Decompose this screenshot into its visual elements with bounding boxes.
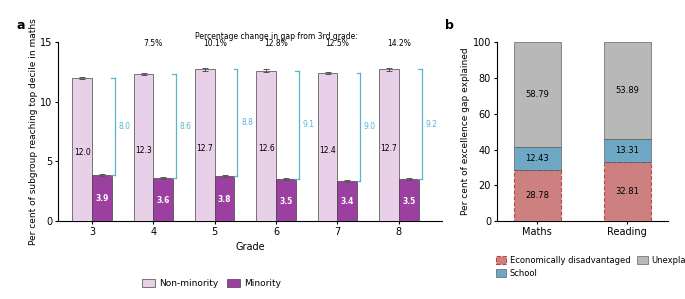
Text: 32.81: 32.81 (615, 187, 639, 196)
Text: 12.3: 12.3 (135, 146, 152, 155)
X-axis label: Grade: Grade (235, 242, 265, 252)
Text: 9.1: 9.1 (303, 120, 314, 129)
Bar (256, 71, 276, 221)
Text: 10.1%: 10.1% (203, 39, 227, 48)
Bar (318, 73, 338, 221)
Text: 8.8: 8.8 (241, 118, 253, 127)
Y-axis label: Per cent of excellence gap explained: Per cent of excellence gap explained (461, 48, 470, 215)
Bar (379, 69, 399, 221)
Text: 13.31: 13.31 (615, 146, 639, 155)
Bar (214, 176, 234, 221)
Bar (514, 170, 560, 221)
Text: 58.79: 58.79 (525, 90, 549, 99)
Bar (134, 74, 153, 221)
Text: 3.6: 3.6 (156, 196, 170, 205)
Bar (604, 138, 651, 162)
Text: 28.78: 28.78 (525, 191, 549, 200)
Text: 12.7: 12.7 (197, 144, 213, 153)
Bar (153, 178, 173, 221)
Text: 8.0: 8.0 (119, 122, 130, 131)
Text: 9.0: 9.0 (364, 122, 376, 131)
Text: Percentage change in gap from 3rd grade:: Percentage change in gap from 3rd grade: (195, 32, 358, 41)
Text: a: a (16, 19, 25, 31)
Text: 8.6: 8.6 (179, 122, 192, 131)
Text: 3.4: 3.4 (340, 197, 354, 206)
Text: 14.2%: 14.2% (387, 39, 411, 48)
Text: 9.2: 9.2 (425, 120, 437, 129)
Text: 12.8%: 12.8% (264, 39, 288, 48)
Text: 12.43: 12.43 (525, 154, 549, 163)
Text: 3.8: 3.8 (218, 195, 232, 204)
Text: b: b (445, 19, 454, 31)
Text: 12.0: 12.0 (74, 148, 90, 157)
Legend: Non-minority, Minority: Non-minority, Minority (138, 276, 285, 292)
Y-axis label: Per cent of subgroup reaching top decile in maths: Per cent of subgroup reaching top decile… (29, 18, 38, 245)
Text: 3.5: 3.5 (279, 197, 292, 206)
Text: 53.89: 53.89 (615, 86, 639, 95)
Bar (604, 162, 651, 221)
Bar (604, 42, 651, 138)
Bar (92, 175, 112, 221)
Text: 12.7: 12.7 (381, 144, 397, 153)
Bar (514, 42, 560, 147)
Text: 12.4: 12.4 (319, 146, 336, 155)
Text: 7.5%: 7.5% (144, 39, 163, 48)
Bar (195, 69, 214, 221)
Bar (514, 147, 560, 170)
Text: 3.9: 3.9 (95, 194, 108, 203)
Legend: Economically disadvantaged, School, Unexplained: Economically disadvantaged, School, Unex… (493, 252, 685, 281)
Text: 12.5%: 12.5% (325, 39, 349, 48)
Text: 3.5: 3.5 (402, 197, 415, 206)
Bar (338, 181, 357, 221)
Bar (73, 78, 92, 221)
Text: 12.6: 12.6 (258, 144, 275, 153)
Bar (276, 179, 296, 221)
Bar (399, 179, 419, 221)
